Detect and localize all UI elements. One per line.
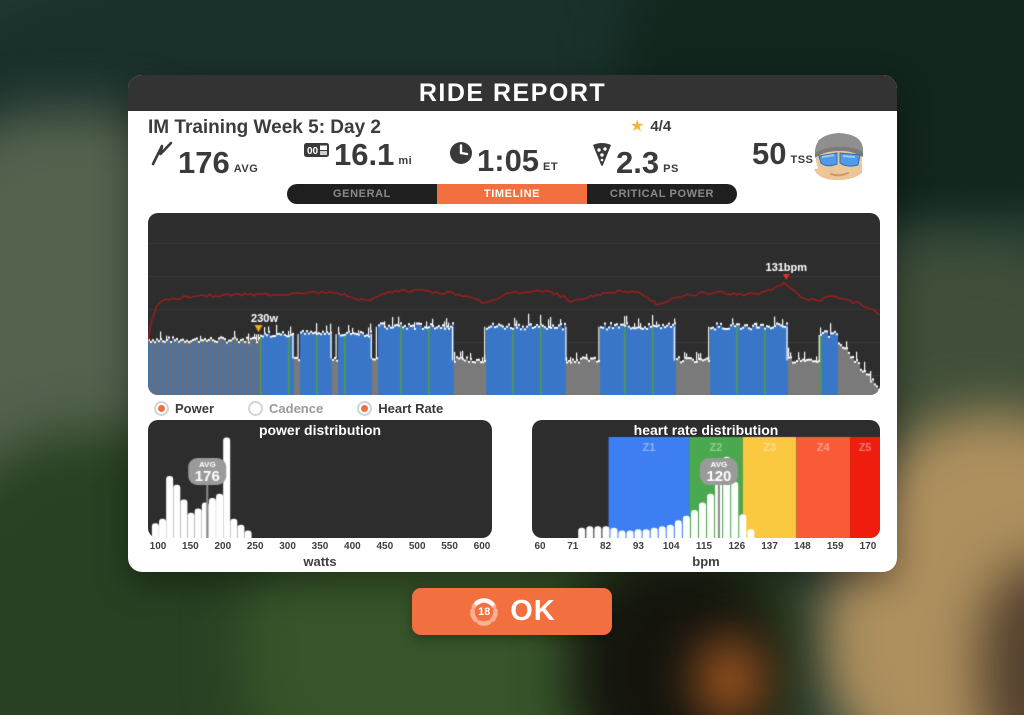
tick-label: 60 — [534, 541, 546, 552]
tab-critical-power[interactable]: CRITICAL POWER — [587, 184, 737, 204]
stars-earned: ★ 4/4 — [630, 118, 671, 135]
heart-rate-radio-icon — [357, 401, 373, 416]
hr-axis-label: bpm — [692, 554, 720, 569]
timeline-chart-panel — [148, 213, 880, 395]
elapsed-time-value: 1:05 — [477, 142, 540, 178]
legend-item-power[interactable]: Power — [154, 401, 214, 416]
distance-value: 16.1 — [334, 136, 395, 172]
hr-distribution-panel: heart rate distribution — [532, 420, 880, 538]
tss-value: 50 — [752, 136, 787, 171]
stars-value: 4/4 — [650, 118, 672, 135]
avatar — [808, 123, 868, 183]
tick-label: 71 — [567, 541, 579, 552]
power-axis-label: watts — [303, 554, 337, 569]
tick-label: 159 — [826, 541, 844, 552]
tick-label: 150 — [182, 541, 199, 552]
hr-distribution-title: heart rate distribution — [633, 422, 779, 438]
tick-label: 600 — [473, 541, 491, 552]
tick-label: 93 — [632, 541, 644, 552]
timeline-legend: Power Cadence Heart Rate — [154, 401, 443, 416]
legend-item-cadence[interactable]: Cadence — [248, 401, 323, 416]
legend-cadence-label: Cadence — [269, 401, 324, 416]
tick-label: 126 — [728, 541, 746, 552]
tss-unit: TSS — [790, 154, 814, 167]
ok-button-label: OK — [510, 595, 556, 627]
pizza-unit: PS — [663, 163, 679, 175]
distance-unit: mi — [398, 155, 413, 167]
cadence-radio-icon — [248, 401, 264, 416]
tick-label: 100 — [149, 541, 167, 552]
report-header: RIDE REPORT — [128, 75, 897, 111]
hr-axis-ticks: 60 71 82 93 104 115 126 137 148 159 170 — [532, 541, 880, 553]
hr-distribution-canvas — [532, 420, 880, 538]
power-distribution-panel: power distribution — [148, 420, 492, 538]
pizza-icon — [592, 141, 612, 172]
lightning-icon — [150, 141, 174, 172]
avg-power-unit: AVG — [233, 163, 259, 175]
tick-label: 550 — [441, 541, 458, 552]
tick-label: 115 — [695, 541, 713, 552]
power-distribution-canvas — [148, 420, 492, 538]
svg-text:00: 00 — [307, 146, 319, 157]
pizza-value: 2.3 — [616, 144, 660, 180]
scene-rider-wheel-blob — [700, 640, 760, 715]
tick-label: 400 — [344, 541, 361, 552]
ride-report-dialog: RIDE REPORT IM Training Week 5: Day 2 ★ … — [128, 75, 897, 572]
avg-power-value: 176 — [178, 144, 230, 180]
power-distribution-title: power distribution — [258, 422, 382, 438]
tick-label: 170 — [859, 541, 877, 552]
star-icon: ★ — [630, 117, 645, 135]
tick-label: 300 — [279, 541, 296, 552]
tick-label: 450 — [376, 541, 394, 552]
stat-avg-power: 176 AVG — [150, 141, 259, 180]
tick-label: 350 — [311, 541, 329, 552]
legend-item-heart-rate[interactable]: Heart Rate — [357, 401, 443, 416]
timeline-chart-canvas — [148, 213, 880, 395]
countdown-spinner: 18 — [468, 596, 500, 628]
odometer-icon: 00 — [304, 141, 330, 164]
report-title: RIDE REPORT — [418, 78, 607, 107]
stat-distance: 00 16.1 mi — [304, 136, 413, 172]
power-axis-ticks: 100 150 200 250 300 350 400 450 500 550 600 — [148, 541, 492, 553]
tab-general[interactable]: GENERAL — [287, 184, 437, 204]
legend-power-label: Power — [175, 401, 215, 416]
ok-button[interactable]: 18 OK — [412, 588, 612, 635]
power-radio-icon — [154, 401, 169, 416]
elapsed-time-unit: ET — [543, 161, 559, 173]
stat-pizza-slices: 2.3 PS — [592, 141, 679, 180]
stat-elapsed-time: 1:05 ET — [449, 141, 559, 178]
legend-heart-rate-label: Heart Rate — [378, 401, 444, 416]
report-tabs: GENERAL TIMELINE CRITICAL POWER — [287, 184, 737, 204]
tick-label: 137 — [761, 541, 778, 552]
workout-title: IM Training Week 5: Day 2 — [148, 117, 382, 138]
tick-label: 500 — [408, 541, 426, 552]
tick-label: 148 — [794, 541, 811, 552]
tick-label: 250 — [246, 541, 264, 552]
tick-label: 200 — [214, 541, 232, 552]
tick-label: 104 — [662, 541, 680, 552]
clock-icon — [449, 141, 473, 170]
tick-label: 82 — [600, 541, 612, 552]
tab-timeline[interactable]: TIMELINE — [437, 184, 587, 204]
countdown-value: 18 — [478, 605, 491, 618]
